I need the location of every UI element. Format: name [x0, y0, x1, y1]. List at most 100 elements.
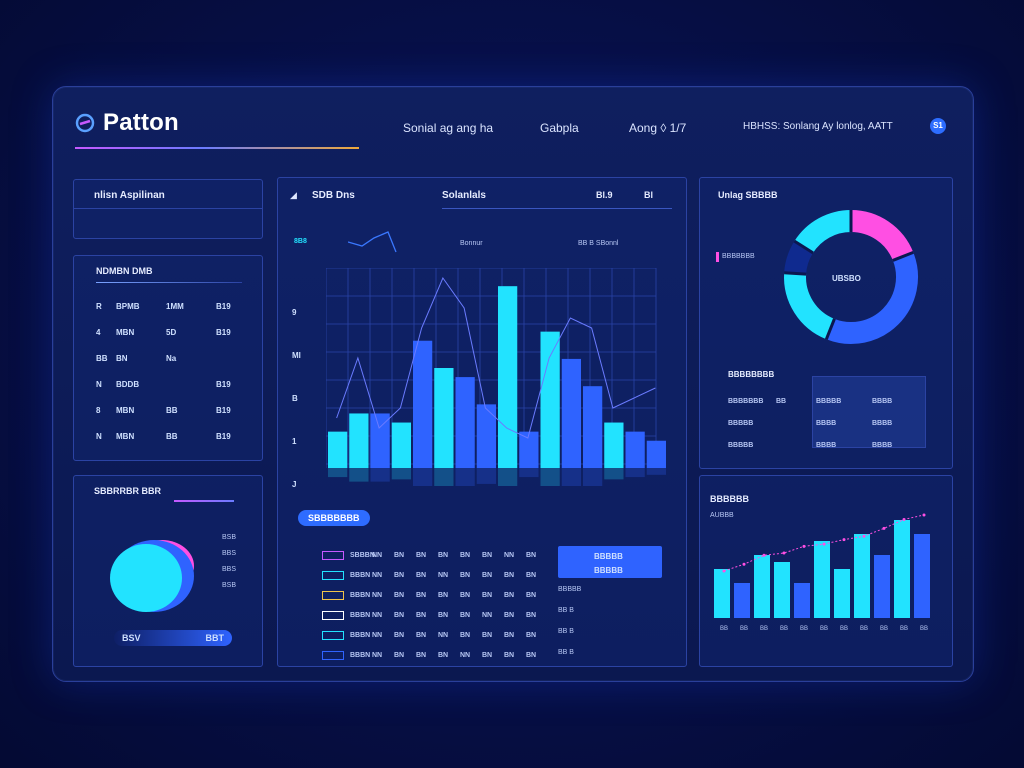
table-cell: BN [438, 611, 449, 619]
list-cell: B19 [216, 432, 231, 441]
side-block-label: BBBBB [594, 552, 623, 561]
list-cell: Na [166, 354, 177, 363]
bar-reflection [540, 468, 560, 486]
bar [540, 331, 560, 468]
table-row[interactable]: BBBN NN BN BN BN NN BN BN BN [322, 646, 536, 664]
table-cell: NN [504, 551, 515, 559]
stats-cell: BB [776, 397, 787, 405]
list-item[interactable]: 8 MBN BB B19 [96, 406, 242, 418]
list-cell: BPMB [116, 302, 140, 311]
stats-row: BBBBB BBBB BBBB [728, 434, 928, 456]
list-cell: R [96, 302, 102, 311]
nav-item-3[interactable]: Aong ◊ 1/7 [629, 121, 687, 135]
table-row[interactable]: BBBN NN BN BN NN BN BN BN BN [322, 566, 536, 584]
donut-chart [784, 210, 918, 344]
list-cell: B19 [216, 380, 231, 389]
list-cell: BB [96, 354, 108, 363]
list-item[interactable]: 4 MBN 5D B19 [96, 328, 242, 340]
divider [96, 282, 242, 283]
table-cell: BN [482, 571, 493, 579]
bar [519, 431, 539, 468]
bar-reflection [370, 468, 390, 482]
nav-item-2[interactable]: Gabpla [540, 121, 579, 135]
app-logo[interactable]: Patton [75, 109, 179, 137]
mini-sparkline [348, 231, 397, 253]
table-cell: BN [526, 611, 537, 619]
row-icon [322, 610, 344, 620]
bar-reflection [476, 468, 496, 484]
center-top-right-b[interactable]: Bl [644, 190, 653, 200]
row-icon [322, 590, 344, 600]
table-row[interactable]: BBBN NN BN BN BN BN BN BN BN [322, 586, 536, 604]
side-block-label-2: BBBBB [594, 566, 623, 575]
table-row[interactable]: BBBN NN BN BN NN BN BN BN BN [322, 626, 536, 644]
stats-cell: BBBBB [728, 419, 754, 427]
table-cell: BN [526, 551, 537, 559]
left-bottom-title: SBBRRBR BBR [94, 486, 161, 496]
bar [714, 569, 730, 618]
bar [476, 404, 496, 468]
table-cell: NN [372, 631, 383, 639]
bar [646, 440, 666, 468]
list-cell: N [96, 380, 102, 389]
user-badge[interactable]: S1 [930, 118, 946, 134]
table-cell: BN [482, 651, 493, 659]
row-icon [322, 570, 344, 580]
right-bottom-panel: BBBBBB AUBBB BB BB BB BB BB BB BB BB BB BB BB [699, 475, 953, 667]
trend-point [822, 542, 826, 546]
bar [754, 555, 770, 618]
table-cell: BN [394, 631, 405, 639]
list-cell: B19 [216, 302, 231, 311]
right-side-label: BBBBBBB [722, 253, 755, 260]
row-icon [322, 550, 344, 560]
list-cell: 4 [96, 328, 101, 337]
list-cell: BB [166, 406, 178, 415]
trend-point [762, 553, 766, 557]
table-cell: NN [482, 611, 493, 619]
y-tick: B [292, 394, 298, 403]
side-row-label: BB B [558, 628, 574, 635]
bar-reflection [604, 468, 624, 480]
list-cell: N [96, 432, 102, 441]
table-row[interactable]: SBBBN NN BN BN BN BN BN NN BN [322, 546, 536, 564]
bar [914, 534, 930, 618]
list-item[interactable]: R BPMB 1MM B19 [96, 302, 242, 314]
left-list-panel: NDMBN DMB R BPMB 1MM B19 4 MBN 5D B19 BB BN Na N BDD… [73, 255, 263, 461]
table-cell: BN [526, 651, 537, 659]
x-tick-label: BB [880, 626, 888, 632]
legend-item: BBS [222, 566, 237, 573]
table-cell: BN [438, 551, 449, 559]
right-top-title: Unlag SBBBB [718, 190, 778, 200]
table-cell: BN [460, 631, 471, 639]
pie-front-slice [110, 544, 182, 612]
stats-grid: BBBBBBB BB BBBBB BBBB BBBBB BBBB BBBB BBBBB BBBB… [728, 390, 928, 456]
x-tick-label: BB [840, 626, 848, 632]
center-pill[interactable]: SBBBBBBB [298, 510, 370, 526]
side-label-marker [716, 252, 719, 262]
bar [814, 541, 830, 618]
side-row: BB B [558, 607, 662, 614]
center-subtitle: Solanlals [442, 190, 486, 201]
table-cell: BN [526, 631, 537, 639]
table-cell: NN [438, 571, 449, 579]
list-item[interactable]: N MBN BB B19 [96, 432, 242, 444]
nav-item-4[interactable]: HBHSS: Sonlang Ay lonlog, AATT [743, 121, 893, 132]
center-title: SDB Dns [312, 190, 355, 201]
divider [74, 208, 262, 209]
list-item[interactable]: BB BN Na [96, 354, 242, 366]
list-cell: BB [166, 432, 178, 441]
stats-cell: BBBB [872, 397, 893, 405]
center-top-right-a[interactable]: Bl.9 [596, 190, 613, 200]
bar [834, 569, 850, 618]
right-bar-chart: BB BB BB BB BB BB BB BB BB BB BB [714, 513, 930, 632]
list-item[interactable]: N BDDB B19 [96, 380, 242, 392]
table-row[interactable]: BBBN NN BN BN BN BN NN BN BN [322, 606, 536, 624]
x-tick-label: BB [760, 626, 768, 632]
row-icon [322, 630, 344, 640]
left-bottom-pill[interactable]: BSV BBT [114, 630, 232, 646]
side-block[interactable]: BBBBB BBBBB [558, 546, 662, 578]
table-cell: BN [482, 591, 493, 599]
y-tick: 9 [292, 308, 297, 317]
nav-item-1[interactable]: Sonial ag ang ha [403, 121, 494, 135]
table-cell: BN [416, 591, 427, 599]
